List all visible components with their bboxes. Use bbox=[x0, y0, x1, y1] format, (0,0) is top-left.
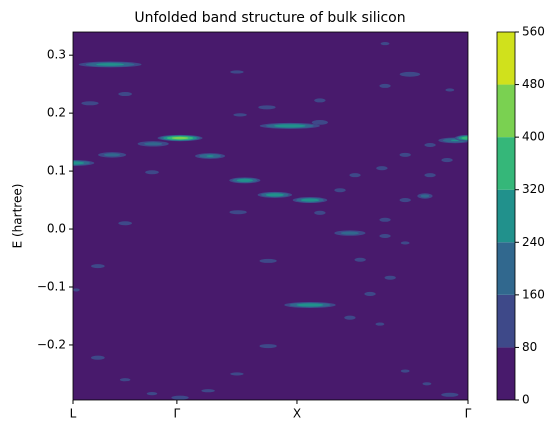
band-contour bbox=[424, 142, 436, 148]
y-axis-label: E (hartree) bbox=[11, 184, 25, 249]
band-contour bbox=[118, 221, 132, 226]
colorbar-band bbox=[497, 347, 515, 400]
band-contour bbox=[422, 382, 432, 386]
band-contour bbox=[380, 42, 390, 46]
band-contour bbox=[201, 389, 215, 393]
colorbar-band bbox=[497, 137, 515, 190]
colorbar-tick-label: 480 bbox=[522, 77, 545, 91]
band-contour bbox=[344, 315, 356, 320]
band-contour bbox=[81, 101, 99, 106]
y-tick-label: 0.2 bbox=[47, 106, 66, 120]
band-contour bbox=[146, 392, 158, 396]
band-contour bbox=[118, 91, 132, 97]
band-contour bbox=[259, 344, 277, 349]
colorbar-band bbox=[497, 242, 515, 295]
colorbar-tick-label: 80 bbox=[522, 340, 537, 354]
colorbar-tick-label: 320 bbox=[522, 182, 545, 196]
band-contour bbox=[73, 288, 80, 292]
band-contour bbox=[230, 372, 244, 376]
band-contour bbox=[119, 378, 131, 382]
band-contour bbox=[399, 152, 411, 157]
plot-frame bbox=[72, 31, 469, 401]
band-contour bbox=[274, 124, 306, 128]
band-contour bbox=[236, 178, 253, 182]
colorbar-tick-label: 560 bbox=[522, 25, 545, 39]
band-contour bbox=[400, 369, 410, 373]
band-contour bbox=[300, 198, 320, 202]
band-contour bbox=[441, 392, 459, 397]
band-contour bbox=[445, 88, 455, 92]
band-contour bbox=[258, 105, 276, 110]
background-level bbox=[73, 32, 468, 400]
band-contour bbox=[399, 71, 421, 77]
band-contour bbox=[400, 241, 410, 245]
band-contour bbox=[144, 142, 163, 146]
y-tick-label: −0.1 bbox=[37, 279, 66, 293]
colorbar-band bbox=[497, 294, 515, 348]
colorbar-band bbox=[497, 189, 515, 243]
band-contour bbox=[233, 113, 247, 117]
band-contour bbox=[354, 257, 366, 262]
band-contour bbox=[379, 233, 391, 239]
band-contour bbox=[73, 161, 85, 165]
colorbar-tick-label: 0 bbox=[522, 393, 530, 407]
band-contour bbox=[259, 258, 277, 263]
x-tick-label: Γ bbox=[465, 407, 472, 421]
band-contour bbox=[265, 193, 284, 197]
band-contour bbox=[206, 155, 214, 157]
colorbar-band bbox=[497, 32, 515, 85]
band-contour bbox=[314, 98, 326, 103]
band-contour bbox=[296, 303, 324, 307]
band-contour bbox=[379, 217, 391, 222]
colorbar-band bbox=[497, 84, 515, 138]
band-contour bbox=[450, 139, 459, 142]
band-contour bbox=[424, 173, 436, 178]
y-tick-label: −0.2 bbox=[37, 337, 66, 351]
band-contour bbox=[379, 83, 391, 88]
band-contour bbox=[311, 120, 328, 125]
band-contour bbox=[384, 275, 396, 280]
colorbar-frame bbox=[496, 31, 516, 401]
band-contour bbox=[399, 198, 411, 203]
y-tick-label: 0.0 bbox=[47, 222, 66, 236]
plot-area bbox=[73, 32, 468, 400]
band-contour bbox=[96, 63, 125, 66]
band-contour bbox=[375, 322, 385, 326]
y-tick-label: 0.3 bbox=[47, 48, 66, 62]
band-contour bbox=[145, 170, 159, 175]
band-contour bbox=[103, 153, 121, 157]
band-contour bbox=[461, 136, 468, 140]
band-contour bbox=[376, 166, 388, 171]
band-contour bbox=[230, 70, 244, 74]
x-tick-label: Γ bbox=[174, 407, 181, 421]
colorbar-tick-label: 160 bbox=[522, 287, 545, 301]
band-contour bbox=[314, 210, 326, 215]
band-contour bbox=[340, 231, 359, 235]
band-contour bbox=[334, 188, 346, 193]
colorbar-tick-label: 240 bbox=[522, 235, 545, 249]
y-tick-label: 0.1 bbox=[47, 164, 66, 178]
band-contour bbox=[420, 194, 430, 198]
band-contour bbox=[91, 355, 105, 360]
band-contour bbox=[91, 264, 105, 269]
colorbar-tick-label: 400 bbox=[522, 130, 545, 144]
band-contour bbox=[349, 173, 361, 178]
chart-title: Unfolded band structure of bulk silicon bbox=[134, 10, 405, 26]
band-contour bbox=[364, 291, 376, 296]
band-contour bbox=[229, 210, 247, 215]
band-contour bbox=[441, 158, 453, 163]
x-tick-label: X bbox=[293, 407, 301, 421]
band-contour bbox=[171, 395, 189, 400]
x-tick-label: L bbox=[70, 407, 77, 421]
band-contour bbox=[171, 136, 189, 140]
